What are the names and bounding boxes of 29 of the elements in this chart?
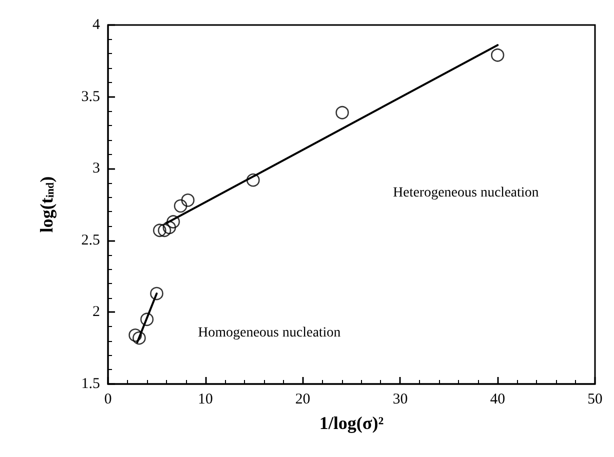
y-tick-label: 2.5 [81, 232, 100, 248]
point [174, 199, 188, 213]
annotation: Heterogeneous nucleation [393, 186, 539, 200]
y-tick-label: 3 [92, 160, 100, 177]
point [158, 224, 172, 237]
y-axis-title: log(tind) [36, 176, 56, 233]
y-tick-label: 4 [92, 17, 100, 33]
point [152, 224, 166, 237]
point [150, 286, 164, 300]
point [162, 220, 176, 234]
x-tick-label: 20 [295, 392, 310, 408]
annotation: Homogeneous nucleation [198, 326, 341, 340]
x-tick-label: 0 [104, 392, 112, 408]
point [336, 106, 349, 120]
x-tick-label: 10 [198, 392, 213, 408]
x-axis-title: 1/log(σ)² [319, 413, 384, 433]
point [166, 215, 180, 228]
point [128, 328, 142, 342]
y-tick-label: 2 [92, 304, 100, 320]
x-tick-label: 40 [490, 392, 506, 408]
point [181, 194, 195, 207]
point [490, 48, 504, 62]
x-tick-label: 30 [392, 392, 408, 408]
x-tick-label: 50 [588, 392, 602, 408]
y-tick-label: 3.5 [81, 88, 100, 105]
point [140, 312, 154, 326]
point [246, 173, 260, 187]
point [132, 331, 146, 345]
y-tick-label: 1.5 [81, 376, 100, 392]
